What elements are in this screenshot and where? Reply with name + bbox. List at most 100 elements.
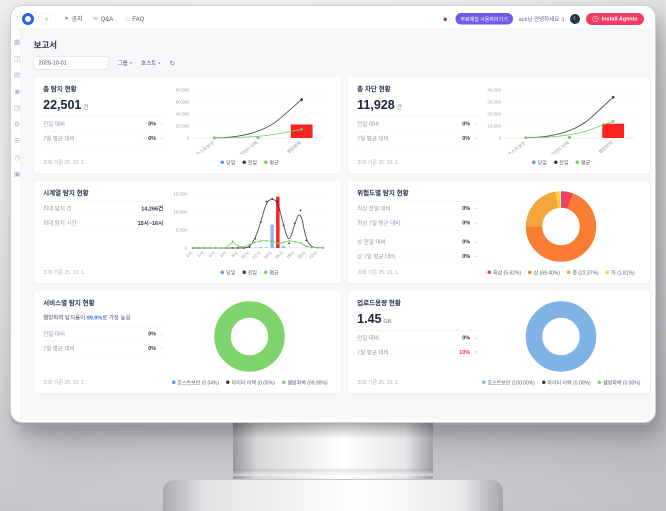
- chart-column: 0 10,000 20,000 30,000 40,000 호스트보안 마이터 어택 웹방화벽…: [481, 84, 641, 167]
- refresh-icon[interactable]: ↻: [169, 58, 176, 67]
- monitor-screen: « ⚑ 공지 ✉ Q&A ⓘ FAQ 무료체험 사용하러가기 ack님 안녕하세요 :) …: [10, 5, 656, 423]
- qna-icon: ✉: [93, 16, 99, 22]
- topbar: « ⚑ 공지 ✉ Q&A ⓘ FAQ 무료체험 사용하러가기 ack님 안녕하세요 :) …: [14, 9, 652, 29]
- legend-item: 당일: [532, 158, 547, 166]
- svg-text:40,000: 40,000: [176, 112, 190, 117]
- trial-badge[interactable]: 무료체험 사용하러가기: [455, 13, 513, 25]
- dashboard-page: « ⚑ 공지 ✉ Q&A ⓘ FAQ 무료체험 사용하러가기 ack님 안녕하세요 :) …: [14, 9, 652, 419]
- legend-item: 전일: [242, 158, 257, 166]
- legend-item: 웹방화벽 (99.90%): [281, 378, 328, 386]
- faq-icon: ⓘ: [124, 16, 130, 23]
- stat-row: 상 7일 평균 대비 0% –: [357, 250, 478, 264]
- svg-text:0: 0: [187, 136, 190, 141]
- filter-toolbar: 그룹▾ 호스트▾ ↻: [33, 56, 651, 70]
- svg-text:22시: 22시: [308, 250, 318, 260]
- sidebar-icon-report[interactable]: ▣: [14, 170, 21, 178]
- legend-item: 중 (22.37%): [566, 268, 599, 276]
- install-agents-button[interactable]: + Install Agents: [586, 12, 644, 25]
- legend-item: 상 (69.40%): [528, 268, 560, 276]
- svg-text:14시: 14시: [263, 250, 273, 260]
- host-select[interactable]: 호스트 ▾: [141, 60, 161, 67]
- svg-text:10시: 10시: [240, 250, 250, 260]
- korea-flag-icon[interactable]: [440, 15, 450, 22]
- sidebar-icon-dashboard[interactable]: ▦: [14, 38, 21, 46]
- upload-volume-value: 1.45 GB: [357, 312, 392, 326]
- card-title: 총 차단 현황: [357, 85, 391, 93]
- stat-row: 최상 전일 대비 0% –: [357, 202, 478, 216]
- top-menu: ⚑ 공지 ✉ Q&A ⓘ FAQ: [64, 15, 144, 24]
- legend-item: 평균: [575, 158, 590, 166]
- stat-row: 전일 대비 0% –: [357, 331, 478, 346]
- sidebar-icon-network[interactable]: ◳: [14, 104, 21, 112]
- body-row: ▦ ◫ ▤ ◉ ◳ ⚙ ☰ ◷ ▣ 보고서 그룹▾ 호스트▾ ↻: [14, 29, 652, 419]
- chart-column: 최상 (5.62%) 상 (69.40%) 중 (22.37%) 하 (1.81%): [481, 188, 641, 277]
- legend-item: 호스트보안 (0.04%): [171, 378, 219, 386]
- svg-text:15,000: 15,000: [173, 192, 187, 197]
- stat-row: 최대 탐지 건 14,266건: [43, 202, 164, 216]
- sidebar: ▦ ◫ ▤ ◉ ◳ ⚙ ☰ ◷ ▣: [14, 29, 21, 419]
- card-title: 총 탐지 현황: [43, 85, 77, 93]
- page-title: 보고서: [33, 40, 58, 51]
- svg-text:4시: 4시: [208, 250, 216, 258]
- sidebar-icon-agents[interactable]: ◫: [14, 54, 21, 63]
- svg-text:0시: 0시: [185, 250, 193, 258]
- card-footer-note: 조회 기준 25. 10. 1.: [43, 380, 86, 386]
- upload-donut-chart: [524, 299, 599, 377]
- total-detection-chart: 0 20,000 40,000 60,000 80,000 호스트보안 마이터 어택 웹방화벽: [170, 86, 330, 159]
- cards-grid: 총 탐지 현황 22,501 건 전일 대비 0% –7일 평균 대비 0% – 조회 기…: [33, 76, 651, 394]
- card-service-detection: 서비스별 탐지 현황 웹방화벽 탐지율이 99.9%로 가장 높음 전일 대비 0…: [33, 290, 342, 394]
- total-block-chart: 0 10,000 20,000 30,000 40,000 호스트보안 마이터 어택 웹방화벽: [481, 86, 641, 159]
- menu-item-faq[interactable]: ⓘ FAQ: [124, 15, 145, 23]
- browser-viewport: « ⚑ 공지 ✉ Q&A ⓘ FAQ 무료체험 사용하러가기 ack님 안녕하세요 :) …: [14, 9, 652, 419]
- sidebar-icon-detection[interactable]: ◉: [14, 87, 20, 96]
- risk-donut-chart: [524, 189, 599, 267]
- sidebar-icon-settings[interactable]: ⚙: [14, 120, 20, 129]
- chart-column: 0 20,000 40,000 60,000 80,000 호스트보안 마이터 어택 웹방화벽…: [167, 84, 332, 167]
- legend-item: 전일: [242, 268, 257, 276]
- user-greeting: ack님 안녕하세요 :): [518, 16, 565, 23]
- svg-text:20,000: 20,000: [487, 112, 501, 117]
- card-total-block: 총 차단 현황 11,928 건 전일 대비 0% –7일 평균 대비 0% – 조회 기…: [347, 76, 651, 174]
- card-footer-note: 조회 기준 25. 10. 1.: [357, 380, 400, 386]
- card-risk-level: 위험도별 탐지 현황 최상 전일 대비 0% – 최상 7일 평균 대비 0% – 상 전일…: [347, 180, 651, 284]
- total-block-count: 11,928 건: [357, 98, 402, 112]
- service-donut-chart: [212, 299, 287, 377]
- chart-column: 호스트보안 (100.00%) 마이터 어택 (0.00%) 웹방화벽 (0.00%…: [481, 298, 641, 387]
- legend-item: 웹방화벽 (0.00%): [597, 378, 640, 386]
- stat-row: 최상 7일 평균 대비 0% –: [357, 216, 478, 231]
- date-input[interactable]: [33, 56, 109, 70]
- svg-text:0: 0: [499, 136, 502, 141]
- app-logo-icon[interactable]: [22, 12, 34, 25]
- dark-mode-toggle-icon[interactable]: ☾: [570, 13, 581, 24]
- stat-row: 최대 탐지 시간 15시~16시: [43, 216, 164, 231]
- svg-text:30,000: 30,000: [487, 100, 501, 105]
- chart-legend: 당일 전일 평균: [220, 158, 279, 167]
- chevron-down-icon: ▾: [129, 60, 133, 66]
- group-select[interactable]: 그룹 ▾: [117, 60, 133, 67]
- svg-text:마이터 어택: 마이터 어택: [549, 140, 571, 154]
- legend-item: 당일: [220, 268, 235, 276]
- chart-legend: 호스트보안 (0.04%) 마이터 어택 (0.05%) 웹방화벽 (99.90%): [171, 378, 328, 387]
- chevron-down-icon: ▾: [158, 60, 161, 66]
- menu-item-공지[interactable]: ⚑ 공지: [64, 15, 83, 23]
- stat-row: 7일 평균 대비 0% –: [43, 132, 164, 146]
- menu-item-q&a[interactable]: ✉ Q&A: [93, 15, 114, 23]
- card-title: 업로드용량 현황: [357, 299, 401, 307]
- sidebar-icon-policy[interactable]: ▤: [14, 71, 21, 79]
- sidebar-icon-history[interactable]: ◷: [14, 153, 20, 162]
- card-total-detection: 총 탐지 현황 22,501 건 전일 대비 0% –7일 평균 대비 0% – 조회 기…: [33, 76, 342, 174]
- plus-icon: +: [592, 15, 599, 22]
- sidebar-collapse-button[interactable]: «: [41, 13, 52, 25]
- legend-item: 최상 (5.62%): [487, 268, 521, 276]
- stat-row: 전일 대비 0% –: [43, 117, 164, 132]
- card-timeseries-detection: 시계열 탐지 현황 최대 탐지 건 14,266건 최대 탐지 시간 15시~16시 …: [33, 180, 342, 284]
- card-title: 시계열 탐지 현황: [43, 189, 89, 197]
- svg-text:18시: 18시: [285, 250, 295, 260]
- stat-row: 전일 대비 0% –: [357, 117, 478, 132]
- sidebar-icon-logs[interactable]: ☰: [14, 137, 20, 145]
- stat-row: 7일 평균 대비 0% –: [43, 341, 164, 356]
- svg-text:6시: 6시: [219, 250, 227, 258]
- stat-row: 7일 평균 대비 0% –: [357, 132, 478, 146]
- timeseries-chart: 0 5,000 10,000 15,000 0시 2시 4시 6시 8시 10시 12시 14시 16시…: [167, 190, 332, 267]
